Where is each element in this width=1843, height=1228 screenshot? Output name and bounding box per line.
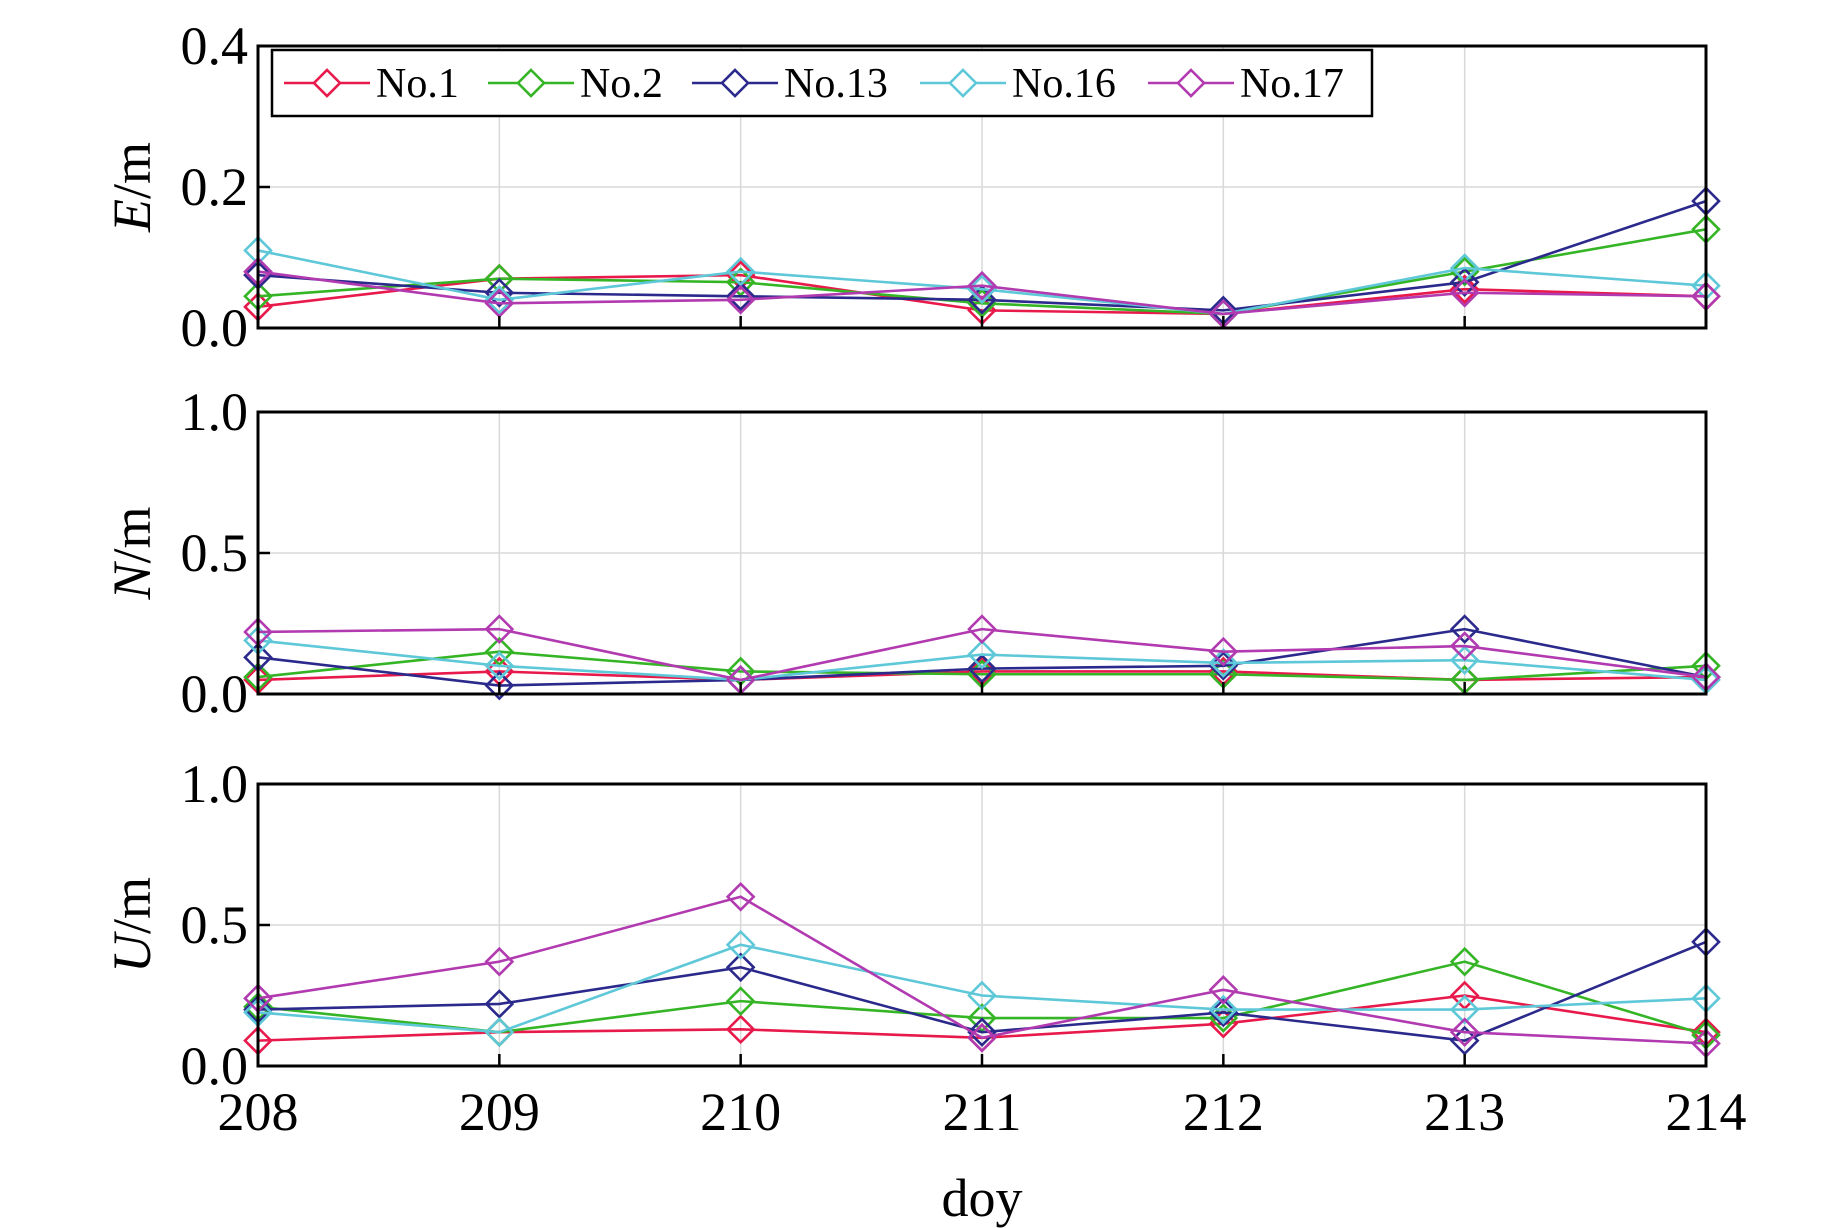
y-tick-label: 0.0 (181, 298, 249, 358)
y-tick-label: 0.0 (181, 1036, 249, 1096)
y-axis-label-unit: /m (102, 506, 162, 563)
y-axis-label: U/m (102, 877, 162, 973)
y-tick-label: 0.0 (181, 664, 249, 724)
data-point (484, 650, 515, 681)
data-point (725, 256, 756, 287)
y-axis-label-unit: /m (102, 877, 162, 934)
data-point (1208, 636, 1239, 667)
y-axis-label-var: E (102, 199, 162, 233)
data-point (484, 277, 515, 308)
data-point (967, 980, 997, 1011)
data-point (1449, 946, 1480, 977)
y-axis-label: E/m (102, 142, 162, 233)
legend-label-no1: No.1 (376, 61, 459, 107)
data-point (484, 670, 515, 701)
legend-label-no16: No.16 (1012, 61, 1116, 107)
legend-marker-no2 (516, 68, 546, 98)
data-point (967, 639, 997, 670)
legend-marker-no13 (720, 68, 750, 98)
data-point (967, 1022, 997, 1053)
data-point (1449, 1017, 1480, 1047)
data-point (484, 284, 515, 315)
x-tick-label: 210 (700, 1082, 781, 1142)
panel-u: 0.0 0.5 1.0 U/m (102, 754, 1721, 1096)
data-point (725, 284, 756, 315)
data-point (967, 1017, 997, 1047)
data-point (725, 929, 756, 960)
data-point (967, 653, 997, 684)
x-tick-label: 214 (1666, 1082, 1747, 1142)
legend-marker-no17 (1176, 68, 1206, 98)
data-point (1208, 975, 1239, 1005)
legend-label-no13: No.13 (784, 61, 888, 107)
data-point (1208, 1008, 1239, 1039)
y-tick-label: 0.4 (181, 16, 249, 76)
series-line-no17 (257, 895, 1707, 1045)
y-axis-label: N/m (102, 506, 162, 600)
data-point (484, 1017, 515, 1047)
data-point (484, 614, 515, 644)
data-point (967, 274, 997, 305)
y-axis-label-unit: /m (102, 142, 162, 199)
data-point (1208, 648, 1239, 678)
series-line-no17 (257, 627, 1707, 682)
data-point (967, 270, 997, 301)
series-line-no13 (257, 940, 1707, 1042)
data-point (1449, 631, 1480, 661)
data-point (967, 614, 997, 644)
y-axis-label-var: N (102, 561, 162, 601)
x-tick-label: 212 (1183, 1082, 1264, 1142)
data-point (725, 1014, 756, 1045)
series-line-no16 (257, 943, 1707, 1034)
data-point (1449, 614, 1480, 644)
x-tick-label: 213 (1424, 1082, 1505, 1142)
y-tick-label: 0.2 (181, 157, 249, 217)
data-point (1449, 277, 1480, 308)
legend: No.1 No.2 No.13 No.16 No.17 (270, 48, 1374, 118)
x-tick-label: 208 (218, 1082, 299, 1142)
series-line-no17 (257, 270, 1707, 316)
legend-label-no17: No.17 (1240, 61, 1344, 107)
y-tick-label: 0.5 (181, 523, 249, 583)
data-point (1449, 645, 1480, 675)
data-point (725, 881, 756, 912)
legend-label-no2: No.2 (580, 61, 663, 107)
data-point (967, 284, 997, 315)
x-tick-label: 211 (943, 1082, 1022, 1142)
data-point (725, 952, 756, 983)
y-tick-label: 1.0 (181, 382, 249, 442)
y-axis-label-var: U (102, 931, 162, 973)
legend-marker-no1 (312, 68, 342, 98)
data-point (725, 986, 756, 1016)
y-tick-label: 1.0 (181, 754, 249, 814)
series-line-no16 (257, 249, 1707, 316)
y-tick-label: 0.5 (181, 895, 249, 955)
data-point (1449, 267, 1480, 298)
data-point (484, 989, 515, 1019)
data-point (484, 946, 515, 977)
data-point (1449, 256, 1480, 287)
data-point (725, 281, 756, 312)
x-axis-label: doy (942, 1168, 1023, 1228)
panel-n: 0.0 0.5 1.0 N/m (102, 382, 1721, 724)
data-point (1208, 994, 1239, 1025)
x-tick-label: 209 (459, 1082, 540, 1142)
data-point (1449, 994, 1480, 1025)
legend-marker-no16 (948, 68, 978, 98)
